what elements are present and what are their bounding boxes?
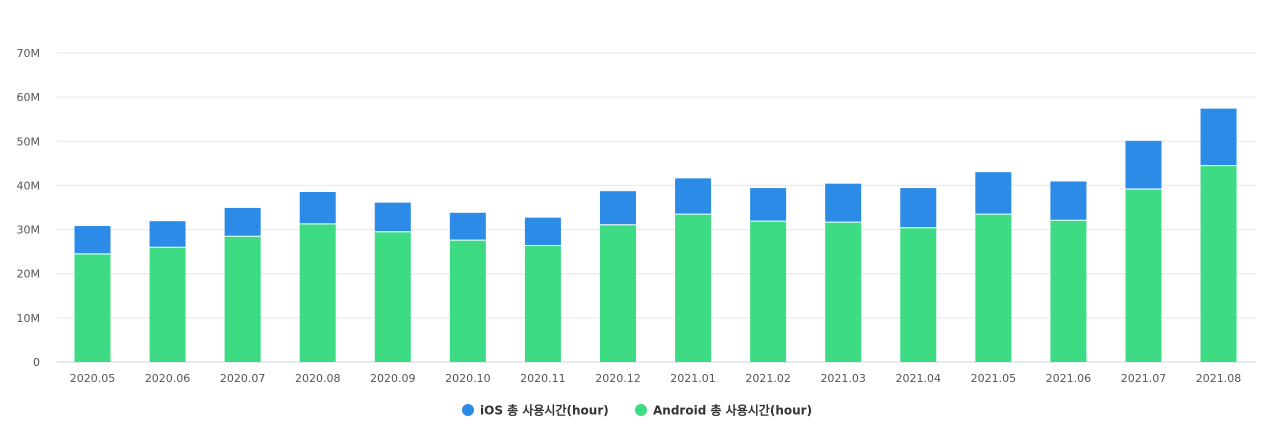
bar-segment-ios[interactable]: [1050, 181, 1087, 221]
bar-segment-android[interactable]: [900, 227, 937, 362]
bars: [74, 108, 1237, 362]
x-tick-label: 2021.08: [1196, 372, 1242, 385]
bar-segment-ios[interactable]: [750, 188, 787, 222]
x-tick-label: 2021.06: [1046, 372, 1092, 385]
x-tick-label: 2020.07: [220, 372, 266, 385]
bar-segment-android[interactable]: [975, 214, 1012, 362]
x-tick-label: 2020.10: [445, 372, 491, 385]
bar-segment-ios[interactable]: [675, 178, 712, 215]
bar-segment-android[interactable]: [1200, 165, 1237, 362]
bar-segment-ios[interactable]: [299, 192, 336, 224]
bar-segment-android[interactable]: [750, 221, 787, 362]
x-axis-ticks: 2020.05 2020.06 2020.07 2020.08 2020.09 2020.…: [70, 372, 1242, 385]
bar-segment-android[interactable]: [74, 253, 111, 362]
bar-segment-ios[interactable]: [900, 188, 937, 228]
x-tick-label: 2021.02: [745, 372, 791, 385]
y-tick-label: 10M: [17, 312, 41, 325]
bar-segment-ios[interactable]: [1125, 140, 1162, 189]
bar-segment-android[interactable]: [299, 223, 336, 362]
x-tick-label: 2020.05: [70, 372, 116, 385]
legend-marker-android: [635, 404, 647, 416]
bar-segment-android[interactable]: [374, 231, 411, 362]
y-tick-label: 70M: [17, 47, 41, 60]
bar-segment-android[interactable]: [524, 245, 561, 362]
bar-segment-ios[interactable]: [1200, 108, 1237, 166]
y-tick-label: 50M: [17, 135, 41, 148]
y-tick-label: 30M: [17, 224, 41, 237]
bar-segment-ios[interactable]: [149, 221, 186, 248]
legend[interactable]: iOS 총 사용시간(hour) Android 총 사용시간(hour): [462, 403, 812, 418]
bar-segment-android[interactable]: [675, 214, 712, 362]
y-tick-label: 40M: [17, 179, 41, 192]
legend-marker-ios: [462, 404, 474, 416]
x-tick-label: 2021.01: [670, 372, 716, 385]
legend-label-android: Android 총 사용시간(hour): [653, 403, 812, 418]
bar-segment-ios[interactable]: [449, 212, 486, 241]
y-tick-label: 20M: [17, 268, 41, 281]
x-tick-label: 2020.08: [295, 372, 341, 385]
y-tick-label: 60M: [17, 91, 41, 104]
legend-item-android[interactable]: Android 총 사용시간(hour): [635, 403, 812, 418]
bar-segment-android[interactable]: [599, 224, 636, 362]
legend-label-ios: iOS 총 사용시간(hour): [480, 403, 609, 418]
bar-segment-ios[interactable]: [825, 183, 862, 223]
x-tick-label: 2021.05: [971, 372, 1017, 385]
x-tick-label: 2021.03: [820, 372, 866, 385]
bar-segment-android[interactable]: [449, 240, 486, 362]
x-tick-label: 2020.11: [520, 372, 566, 385]
bar-segment-android[interactable]: [825, 222, 862, 362]
bar-segment-ios[interactable]: [975, 172, 1012, 215]
x-tick-label: 2021.07: [1121, 372, 1167, 385]
x-tick-label: 2020.09: [370, 372, 416, 385]
bar-segment-ios[interactable]: [74, 226, 111, 254]
bar-segment-ios[interactable]: [374, 202, 411, 232]
y-tick-label: 0: [33, 356, 40, 369]
x-tick-label: 2021.04: [896, 372, 942, 385]
legend-item-ios[interactable]: iOS 총 사용시간(hour): [462, 403, 609, 418]
bar-segment-android[interactable]: [1125, 188, 1162, 362]
bar-segment-android[interactable]: [1050, 220, 1087, 362]
y-axis-ticks: 0 10M 20M 30M 40M 50M 60M 70M: [17, 47, 41, 369]
bar-segment-android[interactable]: [224, 236, 261, 362]
x-tick-label: 2020.06: [145, 372, 191, 385]
bar-segment-ios[interactable]: [224, 207, 261, 237]
x-tick-label: 2020.12: [595, 372, 641, 385]
bar-segment-ios[interactable]: [524, 217, 561, 246]
bar-segment-android[interactable]: [149, 247, 186, 362]
bar-segment-ios[interactable]: [599, 191, 636, 225]
